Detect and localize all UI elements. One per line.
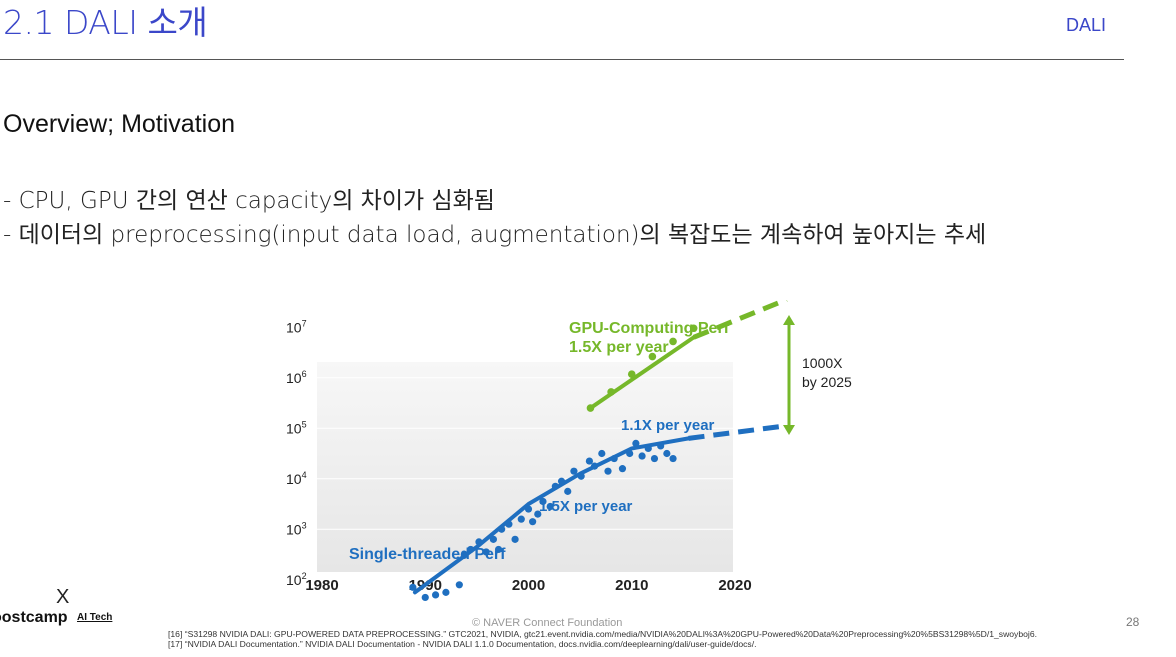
cpu-data-point xyxy=(618,465,627,473)
cpu-data-point xyxy=(570,467,578,475)
cpu-data-point xyxy=(546,502,554,511)
reference-item: [17] “NVIDIA DALI Documentation.” NVIDIA… xyxy=(168,639,757,649)
cpu-data-point xyxy=(517,515,525,523)
gpu-trend-line xyxy=(588,335,696,411)
cpu-data-point xyxy=(489,535,497,543)
cpu-data-point xyxy=(650,454,659,463)
x-tick-label: 1980 xyxy=(305,577,338,594)
page-title: 2.1 DALI 소개 xyxy=(3,3,208,42)
y-tick-label: 106 xyxy=(286,369,307,386)
cpu-series-label: Single-threaded Perf xyxy=(349,546,506,563)
cpu-data-point xyxy=(505,520,513,528)
cpu-data-point xyxy=(644,444,652,453)
y-tick-label: 104 xyxy=(286,470,307,487)
cpu-data-point xyxy=(442,588,450,596)
cpu-data-point xyxy=(524,505,533,513)
cpu-data-point xyxy=(663,449,671,458)
cpu-rate-label-early: 1.5X per year xyxy=(539,498,633,515)
cpu-data-point xyxy=(534,510,542,518)
ai-tech-logo: AI Tech xyxy=(77,612,113,623)
cpu-data-point xyxy=(431,591,440,599)
cpu-data-point xyxy=(475,538,483,546)
gpu-data-point xyxy=(648,352,657,361)
y-tick-label: 102 xyxy=(286,571,307,588)
cpu-data-point xyxy=(638,452,646,460)
cpu-data-point xyxy=(460,550,469,559)
cpu-projection-line xyxy=(688,423,787,441)
cpu-data-point xyxy=(669,454,677,463)
cpu-data-point xyxy=(604,467,612,475)
gpu-data-point xyxy=(669,337,677,346)
gpu-projection-line xyxy=(692,300,788,340)
cpu-data-point xyxy=(421,593,429,602)
gpu-data-point xyxy=(586,404,595,412)
cpu-data-point xyxy=(564,487,572,495)
y-tick-label: 107 xyxy=(286,318,307,335)
section-tag: DALI xyxy=(1065,15,1106,35)
cpu-data-point xyxy=(557,477,566,485)
cpu-data-point xyxy=(610,454,618,463)
y-tick-label: 103 xyxy=(286,520,307,537)
cpu-data-point xyxy=(657,442,665,450)
cpu-data-point xyxy=(482,548,490,556)
bullet-item: - 데이터의 preprocessing(input data load, au… xyxy=(3,222,987,248)
cpu-data-point xyxy=(626,449,634,458)
cpu-data-point xyxy=(529,518,537,526)
boostcamp-logo: oostcamp xyxy=(0,609,68,626)
x-tick-label: 2010 xyxy=(615,577,648,594)
reference-item: [16] “S31298 NVIDIA DALI: GPU-POWERED DA… xyxy=(168,629,1037,639)
gap-annotation-year: by 2025 xyxy=(802,374,852,390)
logo-mark: X xyxy=(56,586,70,608)
gpu-data-point xyxy=(607,388,615,396)
cpu-data-point xyxy=(409,583,417,591)
gap-annotation: 1000X xyxy=(802,355,843,371)
page-number: 28 xyxy=(1126,615,1140,629)
gpu-rate-label: 1.5X per year xyxy=(569,339,669,356)
copyright-notice: © NAVER Connect Foundation xyxy=(472,617,623,629)
gpu-data-point xyxy=(627,370,636,379)
cpu-rate-label-late: 1.1X per year xyxy=(621,417,715,434)
cpu-data-point xyxy=(585,457,594,465)
cpu-data-point xyxy=(455,581,463,589)
header-divider xyxy=(0,59,1124,60)
section-heading: Overview; Motivation xyxy=(3,110,236,138)
cpu-data-point xyxy=(467,545,475,554)
gpu-data-point xyxy=(689,324,698,333)
plot-background xyxy=(317,362,733,572)
cpu-data-point xyxy=(577,472,585,480)
cpu-data-point xyxy=(632,439,640,447)
cpu-data-point xyxy=(598,449,606,458)
cpu-data-point xyxy=(494,545,503,554)
bullet-list: - CPU, GPU 간의 연산 capacity의 차이가 심화됨 - 데이터… xyxy=(3,184,986,252)
gpu-series-label: GPU-Computing Perf xyxy=(569,320,730,337)
x-tick-label: 2020 xyxy=(718,577,751,594)
cpu-data-point xyxy=(511,535,519,543)
cpu-data-point xyxy=(539,497,547,506)
cpu-data-point xyxy=(498,525,506,533)
bullet-item: - CPU, GPU 간의 연산 capacity의 차이가 심화됨 xyxy=(3,188,495,214)
cpu-data-point xyxy=(551,482,559,490)
x-tick-label: 2000 xyxy=(512,577,545,594)
y-tick-label: 105 xyxy=(286,419,307,436)
references: [16] “S31298 NVIDIA DALI: GPU-POWERED DA… xyxy=(168,629,1037,649)
gap-arrow xyxy=(783,315,795,435)
cpu-data-point xyxy=(590,462,599,470)
